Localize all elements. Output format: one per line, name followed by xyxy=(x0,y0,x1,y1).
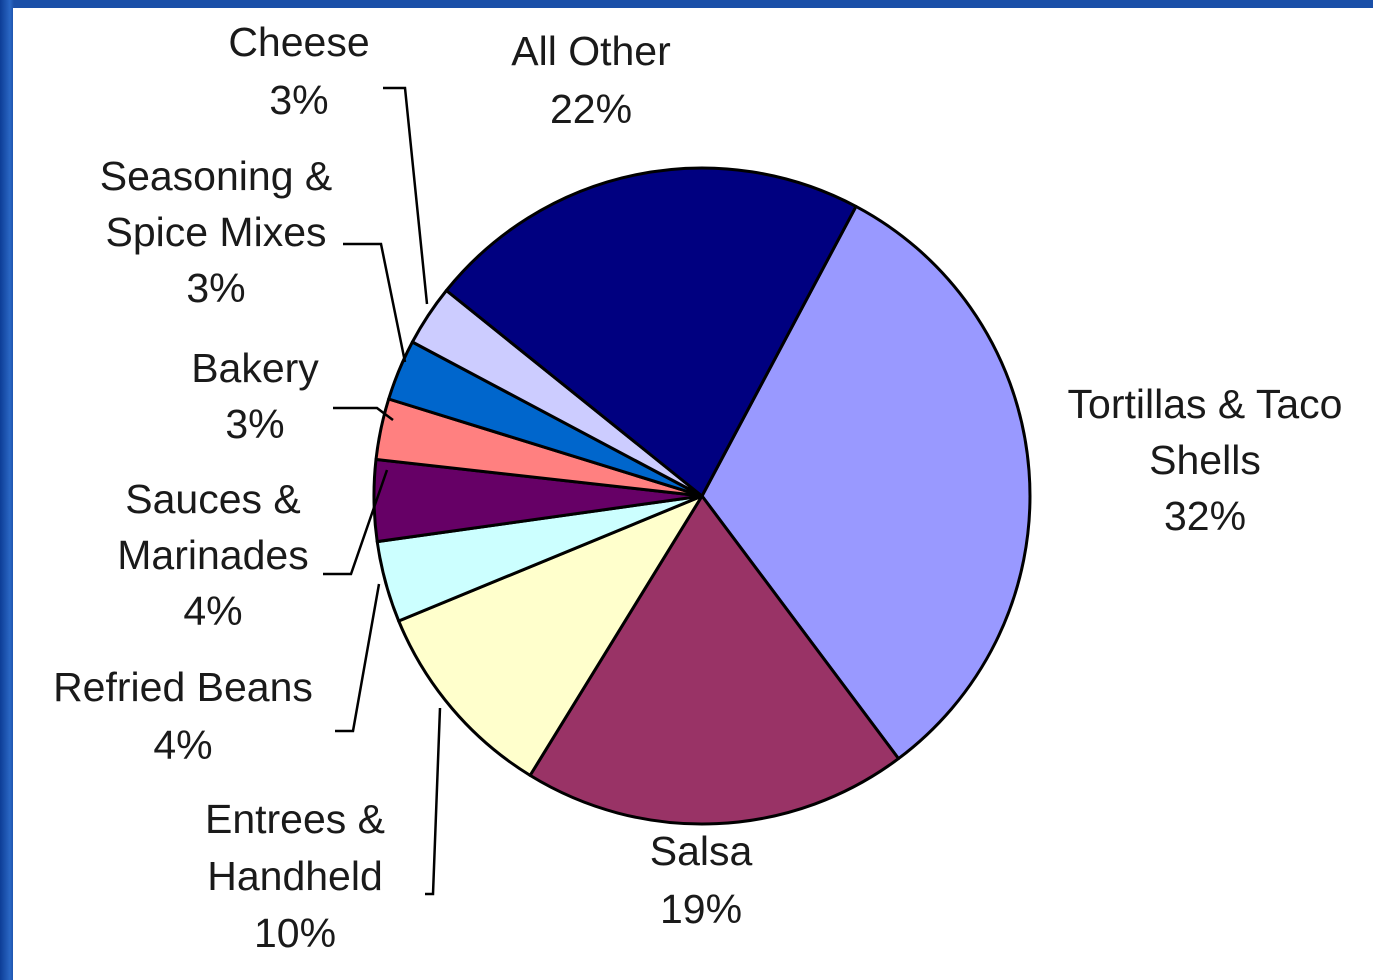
leader-line-3 xyxy=(425,707,442,896)
slice-category-label: Tortillas & Taco xyxy=(1068,381,1343,427)
slice-percent-label: 32% xyxy=(1164,493,1246,539)
slice-percent-label: 4% xyxy=(153,722,212,768)
chart-panel: Tortillas & Taco Shells 32% Salsa 19% Entrees… xyxy=(13,8,1373,980)
slice-percent-label: 3% xyxy=(186,265,245,311)
slice-category-label: Seasoning & xyxy=(100,153,333,199)
pie-slice-2 xyxy=(528,494,900,826)
slice-category-label: Handheld xyxy=(207,853,383,899)
pie-slice-9 xyxy=(444,166,858,498)
slice-category-label: Shells xyxy=(1149,437,1261,483)
slice-category-label: Spice Mixes xyxy=(105,209,326,255)
leader-line-7 xyxy=(343,242,407,363)
slice-percent-label: 19% xyxy=(660,886,742,932)
slice-percent-label: 22% xyxy=(550,86,632,132)
pie-slice-3 xyxy=(397,494,704,777)
slice-category-label: Entrees & xyxy=(205,796,385,842)
slice-category-label: Salsa xyxy=(650,828,753,874)
slice-category-label: Refried Beans xyxy=(53,664,313,710)
leader-line-4 xyxy=(335,583,381,733)
slice-category-label: Cheese xyxy=(228,19,369,65)
slice-category-label: Bakery xyxy=(191,345,319,391)
leader-line-8 xyxy=(383,86,429,305)
slice-percent-label: 10% xyxy=(254,910,336,956)
slice-category-label: All Other xyxy=(511,28,671,74)
leader-line-5 xyxy=(323,469,389,576)
slice-percent-label: 4% xyxy=(183,588,242,634)
slice-percent-label: 3% xyxy=(269,77,328,123)
slice-category-label: Sauces & xyxy=(125,476,301,522)
slice-percent-label: 3% xyxy=(225,401,284,447)
slice-category-label: Marinades xyxy=(117,532,308,578)
leader-line-6 xyxy=(333,406,394,421)
pie-chart: Tortillas & Taco Shells 32% Salsa 19% Entrees… xyxy=(53,19,1343,956)
